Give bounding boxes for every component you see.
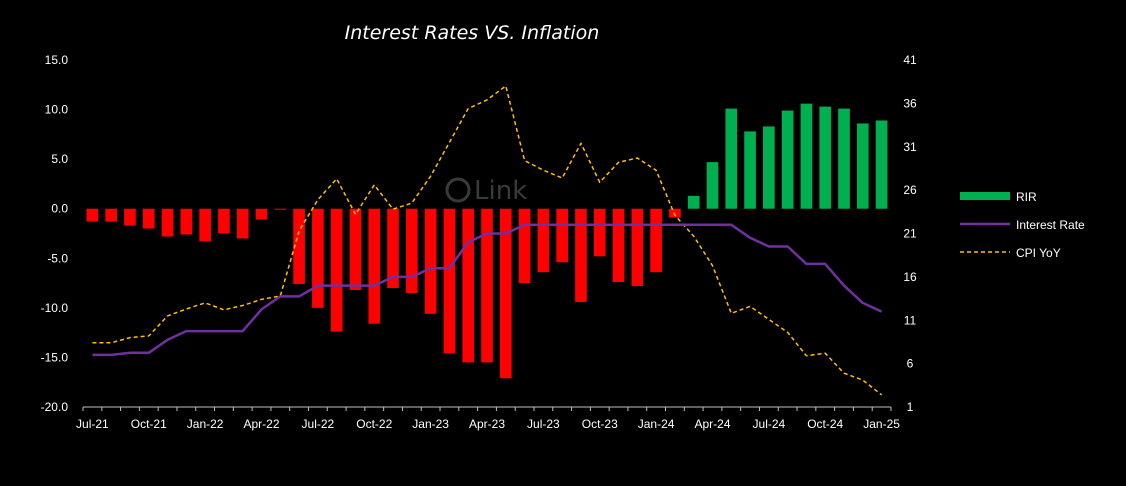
rir-bar (875, 120, 888, 209)
x-tick-label: Apr-23 (469, 417, 505, 431)
legend-cpi-yoy-label: CPI YoY (1016, 246, 1061, 260)
rir-bar (518, 208, 531, 284)
y-left-tick-label: -20.0 (41, 400, 69, 414)
y-right-tick-label: 26 (903, 183, 917, 197)
rir-bar (387, 208, 399, 289)
x-tick-label: Jul-24 (753, 417, 786, 431)
rir-bar (650, 208, 662, 273)
rir-bar (349, 208, 362, 291)
y-left-tick-label: 15.0 (45, 53, 69, 67)
rir-bar (612, 208, 625, 283)
rir-bar (312, 208, 324, 308)
cpi-yoy-line (92, 85, 883, 396)
rir-bar (180, 208, 193, 235)
rir-bar (631, 208, 644, 287)
y-right-tick-label: 16 (903, 270, 917, 284)
x-axis: Jul-21 Oct-21 Jan-22 Apr-22 Jul-22 Oct-22 Jan-… (76, 407, 900, 431)
rir-bar (481, 208, 493, 363)
x-tick-label: Jul-22 (302, 417, 335, 431)
rir-bar (593, 208, 606, 257)
series-lines (92, 85, 883, 396)
x-tick-label: Jan-22 (187, 417, 224, 431)
rir-bar (819, 106, 832, 209)
y-right-tick-label: 41 (903, 53, 917, 67)
x-tick-label: Jan-23 (412, 417, 449, 431)
rir-bar (537, 208, 550, 273)
legend-interest-rate-label: Interest Rate (1016, 218, 1085, 232)
chart-title: Interest Rates VS. Inflation (345, 22, 600, 44)
rir-bar (86, 208, 99, 222)
rir-bar (800, 103, 813, 209)
y-left-tick-label: -10.0 (41, 301, 69, 315)
rir-bar (781, 110, 794, 209)
interest-rate-line (92, 223, 883, 357)
y-right-tick-label: 11 (904, 313, 917, 327)
x-tick-label: Oct-22 (356, 417, 392, 431)
y-left-tick-label: -15.0 (41, 350, 69, 364)
rir-bar (293, 208, 305, 285)
y-right-tick-label: 21 (903, 227, 917, 241)
x-tick-label: Apr-22 (243, 417, 279, 431)
rir-bar (199, 208, 211, 242)
rir-bar (856, 123, 869, 209)
y-left-tick-label: -5.0 (47, 251, 68, 265)
rir-bars (86, 103, 888, 379)
rir-bar (556, 208, 568, 263)
rir-bar (142, 208, 155, 229)
x-tick-label: Jan-25 (863, 417, 900, 431)
x-tick-label: Oct-23 (582, 417, 618, 431)
x-tick-label: Oct-24 (807, 417, 843, 431)
rir-bar (575, 208, 587, 302)
y-right-tick-label: 36 (903, 96, 917, 110)
rir-bar (236, 208, 249, 239)
y-left-tick-label: 5.0 (51, 152, 68, 166)
y-left-tick-label: 10.0 (45, 103, 69, 117)
rir-bar (105, 208, 118, 222)
rir-bar (763, 126, 775, 209)
x-tick-label: Apr-24 (694, 417, 730, 431)
rir-bar (687, 195, 700, 209)
rir-bar (462, 208, 475, 363)
legend-rir-swatch (960, 192, 1010, 200)
x-tick-label: Jul-23 (527, 417, 560, 431)
y-axis-left: 15.0 10.0 5.0 0.0 -5.0 -10.0 -15.0 -20.0 (41, 53, 69, 414)
rir-bar (255, 208, 268, 220)
watermark-logo-icon (445, 177, 471, 203)
x-tick-label: Jul-21 (76, 417, 109, 431)
y-left-tick-label: 0.0 (51, 202, 68, 216)
watermark-logo: Link (445, 176, 527, 206)
rir-bar (330, 208, 343, 332)
y-right-tick-label: 31 (903, 140, 917, 154)
rir-bar (406, 208, 418, 293)
legend: RIR Interest Rate CPI YoY (960, 190, 1085, 260)
rir-bar (218, 208, 230, 234)
x-tick-label: Oct-21 (131, 417, 167, 431)
rir-bar (424, 208, 437, 314)
rir-bar (368, 208, 381, 324)
rir-bar (124, 208, 136, 226)
y-right-tick-label: 6 (907, 357, 914, 371)
rir-bar (443, 208, 456, 354)
y-right-tick-label: 1 (907, 400, 914, 414)
legend-rir-label: RIR (1016, 190, 1037, 204)
rir-bar (744, 131, 756, 209)
rir-bar (499, 208, 512, 379)
watermark-text: Link (474, 176, 527, 206)
rir-bar (725, 108, 738, 209)
rir-bar (706, 162, 719, 209)
rir-bar (838, 108, 850, 209)
rir-bar (669, 208, 681, 218)
rir-bar (161, 208, 174, 237)
x-tick-label: Jan-24 (638, 417, 675, 431)
y-axis-right: 41 36 31 26 21 16 11 6 1 (903, 53, 917, 414)
rir-bar (274, 208, 287, 210)
